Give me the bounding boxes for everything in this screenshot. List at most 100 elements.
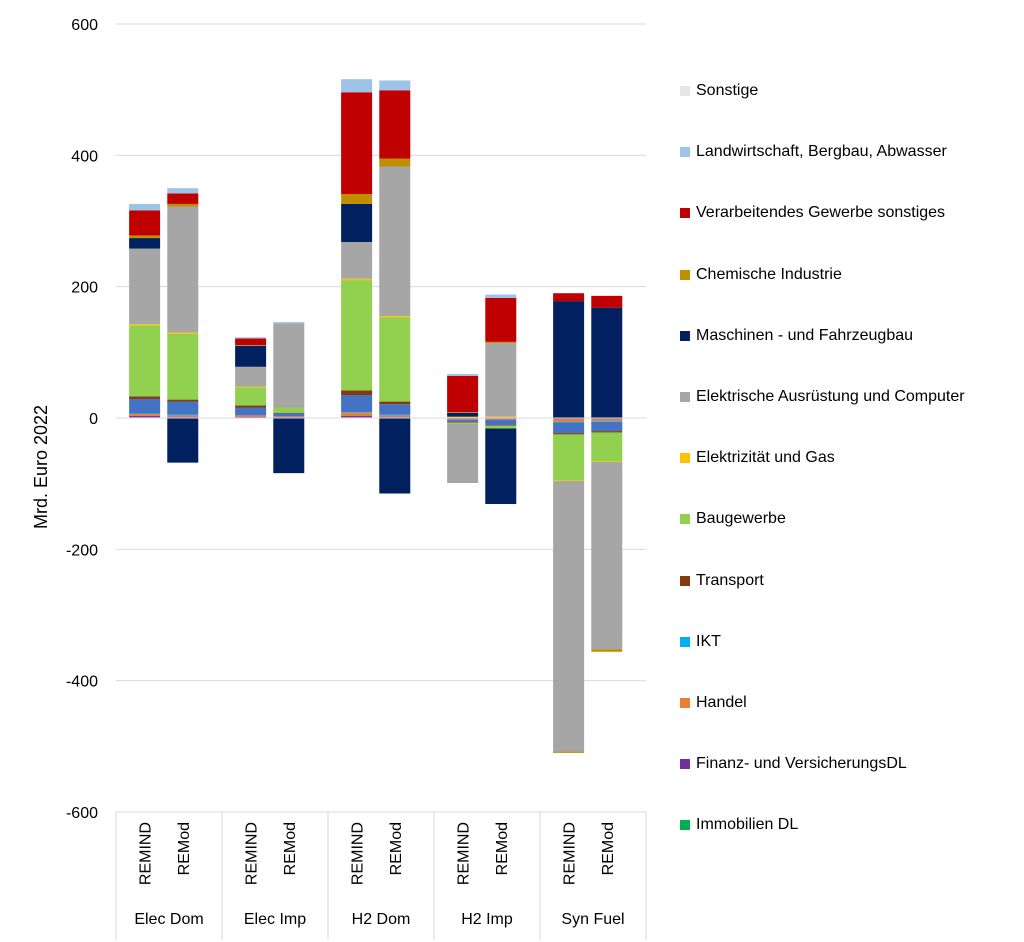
legend-swatch (680, 330, 690, 341)
subcategory-label: REMIND (562, 822, 579, 885)
x-category-labels: REMIND REMod REMIND REMod REMIND REMod REMIND R… (134, 822, 624, 928)
legend-label: Sonstige (696, 82, 759, 99)
subcategory-label: REMod (282, 822, 299, 875)
bar-segment (591, 307, 623, 418)
bar-segment (273, 416, 305, 417)
bar-segment (591, 461, 623, 462)
bar-segment (447, 416, 479, 418)
legend-item: Chemische Industrie (680, 266, 842, 284)
legend-swatch (680, 698, 690, 708)
bar-segment (167, 416, 199, 418)
bar-segment (341, 416, 373, 418)
bar-segment (379, 80, 411, 91)
bar-segment (235, 407, 267, 416)
legend-item: Maschinen - und Fahrzeugbau (680, 327, 913, 345)
legend-item: Elektrische Ausrüstung und Computer (680, 388, 965, 406)
bar-segment (447, 374, 479, 376)
bar-segment (341, 79, 373, 93)
legend-label: Elektrizität und Gas (696, 449, 835, 467)
bar-segment (167, 401, 199, 415)
y-axis-label: Mrd. Euro 2022 (31, 405, 51, 529)
bar-segment (553, 419, 585, 422)
bar-segment (553, 422, 585, 434)
bar-segment (379, 418, 411, 494)
bar-segment (379, 316, 411, 318)
bar-segment (447, 412, 479, 417)
bar-segment (235, 386, 267, 388)
bar-segment (485, 341, 517, 344)
bar-segment (591, 295, 623, 308)
legend-label: IKT (696, 632, 721, 650)
subcategory-label: REMod (388, 822, 405, 875)
bar-segment (553, 293, 585, 302)
legend-swatch (680, 86, 690, 96)
bar-segment (379, 317, 411, 402)
bar-segment (341, 390, 373, 396)
bar-segment (341, 395, 373, 413)
bar-segment (167, 399, 199, 402)
legend-label: Maschinen - und Fahrzeugbau (696, 326, 914, 344)
subcategory-label: REMod (176, 822, 193, 875)
y-tick-labels: -600 -400 -200 0 200 400 600 (66, 17, 98, 822)
bar-segment (447, 422, 479, 424)
legend-label: Elektrische Ausrüstung und Computer (696, 388, 965, 405)
y-tick-label: 0 (89, 411, 98, 428)
legend-swatch (680, 208, 690, 219)
bar-segment (379, 90, 411, 159)
bar-segment (553, 301, 585, 418)
legend-label: Verarbeitendes Gewerbe sonstiges (696, 204, 946, 222)
legend-swatch (680, 269, 690, 280)
bar-segment (341, 280, 373, 391)
bar-segment (485, 428, 517, 505)
bar-segment (129, 324, 161, 326)
legend-item: Handel (680, 694, 747, 712)
bar-segment (485, 294, 517, 298)
bar-segment (341, 412, 373, 413)
bar-segment (379, 404, 411, 415)
bar-segment (485, 416, 517, 418)
bar-segment (379, 166, 411, 317)
bar-segment (379, 414, 411, 416)
legend-swatch (680, 575, 690, 586)
bar-segment (447, 418, 479, 420)
subcategory-label: REMIND (456, 822, 473, 885)
legend-item: Transport (680, 572, 764, 590)
legend-label: Chemische Industrie (696, 265, 842, 283)
legend-label: Landwirtschaft, Bergbau, Abwasser (696, 143, 947, 161)
bar-segment (167, 193, 199, 204)
bar-segment (129, 414, 161, 417)
bar-segment (167, 206, 199, 333)
bar-segment (129, 238, 161, 249)
group-label: H2 Imp (461, 911, 513, 928)
bar-segment (167, 332, 199, 334)
bar-segment (485, 297, 517, 342)
bar-segment (553, 433, 585, 435)
bar-segment (447, 419, 479, 420)
bar-segment (553, 751, 585, 753)
legend-item: Landwirtschaft, Bergbau, Abwasser (680, 143, 947, 161)
bar-segment (235, 345, 267, 346)
legend-swatch (680, 759, 690, 770)
group-label: Syn Fuel (561, 911, 624, 928)
group-label: Elec Dom (134, 911, 203, 928)
y-tick-label: 400 (71, 148, 98, 165)
bar-segment (235, 338, 267, 346)
bar-segment (379, 415, 411, 417)
bar-segment (447, 421, 479, 423)
axes (115, 417, 647, 940)
bar-segment (235, 415, 267, 417)
bar-segment (273, 413, 305, 417)
legend-item: Sonstige (680, 82, 758, 100)
bar-segment (591, 649, 623, 652)
bar-segment (129, 416, 161, 418)
bar-segment (379, 416, 411, 418)
bar-segment (447, 423, 479, 484)
bar-segment (447, 375, 479, 413)
bar-segment (273, 322, 305, 324)
bar-segment (129, 248, 161, 325)
bar-segment (235, 366, 267, 387)
subcategory-label: REMIND (138, 822, 155, 885)
bar-segment (129, 203, 161, 211)
bar-segment (341, 194, 373, 204)
